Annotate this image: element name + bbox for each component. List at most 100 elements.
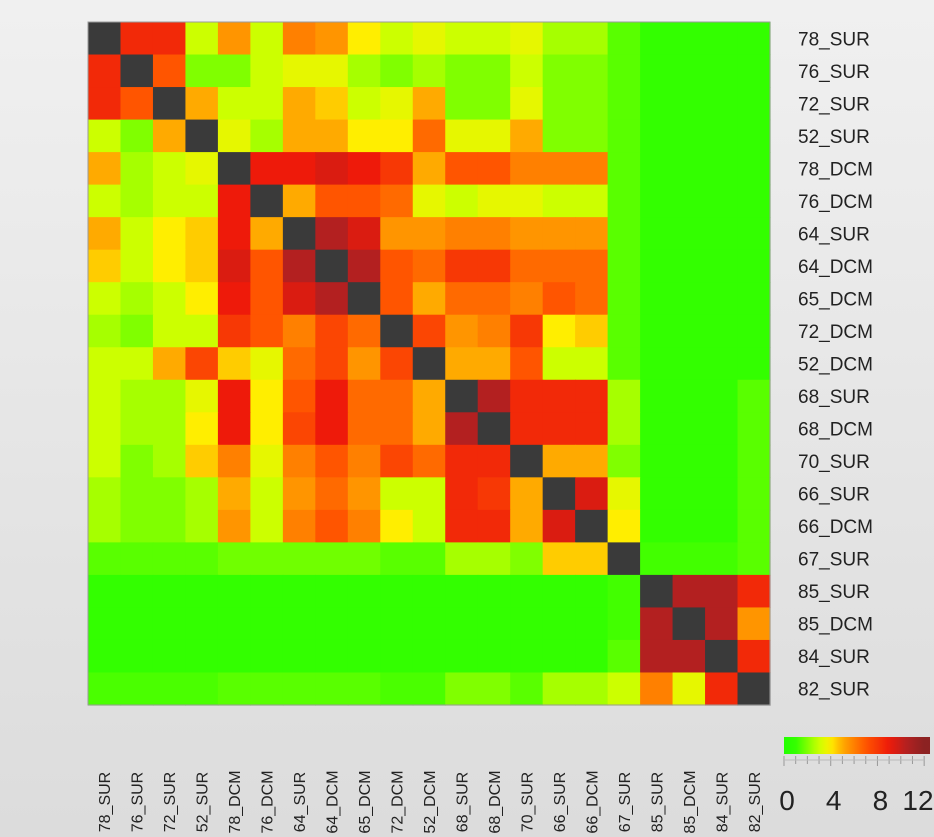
- heatmap-cell-68_DCM-70_SUR: [510, 412, 544, 446]
- row-label: 70_SUR: [798, 452, 870, 473]
- heatmap-cell-68_DCM-68_SUR: [445, 412, 479, 446]
- heatmap-cell-84_SUR-85_SUR: [640, 639, 674, 674]
- heatmap-cell-67_SUR-85_SUR: [640, 542, 674, 576]
- heatmap-cell-52_SUR-78_SUR: [88, 119, 122, 153]
- heatmap-cell-68_DCM-78_DCM: [217, 412, 251, 446]
- heatmap-cell-52_SUR-68_SUR: [445, 119, 479, 153]
- heatmap-cell-64_DCM-68_SUR: [445, 249, 479, 283]
- heatmap-cell-85_SUR-76_SUR: [120, 574, 154, 609]
- heatmap-cell-84_SUR-70_SUR: [510, 639, 544, 674]
- heatmap-cell-78_DCM-76_SUR: [120, 152, 154, 186]
- heatmap-cell-65_DCM-85_SUR: [640, 282, 674, 316]
- column-label: 78_DCM: [227, 770, 244, 833]
- heatmap-cell-78_SUR-82_SUR: [737, 22, 771, 56]
- heatmap-cell-85_DCM-64_SUR: [282, 607, 316, 641]
- heatmap-cell-67_SUR-76_DCM: [250, 542, 284, 576]
- heatmap-cell-76_SUR-78_SUR: [88, 54, 122, 88]
- heatmap-cell-76_SUR-72_DCM: [380, 54, 414, 88]
- heatmap-cell-78_SUR-68_SUR: [445, 22, 479, 56]
- heatmap-cell-85_SUR-68_DCM: [477, 574, 511, 609]
- heatmap-cell-76_DCM-67_SUR: [607, 184, 641, 218]
- heatmap-cell-52_SUR-67_SUR: [607, 119, 641, 153]
- heatmap-cell-70_SUR-65_DCM: [347, 444, 381, 478]
- heatmap-cell-66_DCM-64_SUR: [282, 509, 316, 543]
- heatmap-cell-68_SUR-52_SUR: [185, 379, 219, 413]
- heatmap-cell-82_SUR-72_DCM: [380, 672, 414, 706]
- heatmap-cell-65_DCM-76_DCM: [250, 282, 284, 316]
- heatmap-cell-85_SUR-84_SUR: [705, 574, 739, 609]
- heatmap-cell-70_SUR-78_SUR: [88, 444, 122, 478]
- heatmap-cell-78_DCM-52_DCM: [412, 152, 446, 186]
- heatmap-cell-65_DCM-64_DCM: [315, 282, 349, 316]
- heatmap-cell-65_DCM-82_SUR: [737, 282, 771, 316]
- colorbar-tick-label: 4: [826, 785, 842, 816]
- heatmap-cell-72_SUR-85_SUR: [640, 87, 674, 121]
- heatmap-cell-84_SUR-76_SUR: [120, 639, 154, 674]
- heatmap-cell-82_SUR-52_SUR: [185, 672, 219, 706]
- heatmap-cell-66_SUR-85_DCM: [672, 477, 706, 511]
- heatmap-cell-72_SUR-65_DCM: [347, 87, 381, 121]
- heatmap-cell-66_DCM-85_SUR: [640, 509, 674, 543]
- row-label: 64_DCM: [798, 257, 873, 278]
- colorbar-gradient: [784, 737, 930, 754]
- heatmap-cell-64_DCM-72_DCM: [380, 249, 414, 283]
- heatmap-cell-72_SUR-72_SUR: [152, 87, 187, 121]
- heatmap-cell-52_DCM-68_DCM: [477, 347, 511, 381]
- heatmap-cell-76_DCM-76_DCM: [250, 184, 284, 218]
- heatmap-cell-65_DCM-78_DCM: [217, 282, 251, 316]
- heatmap-cell-76_SUR-64_DCM: [315, 54, 349, 88]
- column-label: 68_DCM: [487, 770, 504, 833]
- heatmap-cell-68_DCM-82_SUR: [737, 412, 771, 446]
- heatmap-cell-66_DCM-70_SUR: [510, 509, 544, 543]
- heatmap-cell-72_SUR-70_SUR: [510, 87, 544, 121]
- heatmap-cell-64_SUR-64_SUR: [282, 217, 316, 251]
- heatmap-cell-76_SUR-66_DCM: [575, 54, 609, 88]
- heatmap-cell-67_SUR-85_DCM: [672, 542, 706, 576]
- heatmap-cell-67_SUR-67_SUR: [607, 542, 641, 576]
- heatmap-cell-68_SUR-85_DCM: [672, 379, 706, 413]
- heatmap-cell-70_SUR-76_SUR: [120, 444, 154, 478]
- heatmap-cell-66_SUR-72_DCM: [380, 477, 414, 511]
- heatmap-cell-52_DCM-78_SUR: [88, 347, 122, 381]
- heatmap-cell-76_DCM-72_SUR: [152, 184, 187, 218]
- heatmap-cell-82_SUR-84_SUR: [705, 672, 739, 706]
- column-label: 65_DCM: [357, 770, 374, 833]
- heatmap-cell-68_DCM-66_SUR: [542, 412, 576, 446]
- heatmap-cell-78_SUR-85_SUR: [640, 22, 674, 56]
- heatmap-cell-66_SUR-72_SUR: [152, 477, 187, 511]
- heatmap-cell-52_DCM-76_SUR: [120, 347, 154, 381]
- heatmap-cell-65_DCM-52_DCM: [412, 282, 446, 316]
- heatmap-cell-85_DCM-68_SUR: [445, 607, 479, 641]
- heatmap-cell-82_SUR-52_DCM: [412, 672, 446, 706]
- heatmap-cell-82_SUR-68_DCM: [477, 672, 511, 706]
- heatmap-cell-67_SUR-68_DCM: [477, 542, 511, 576]
- heatmap-cell-84_SUR-76_DCM: [250, 639, 284, 674]
- heatmap-cell-66_SUR-84_SUR: [705, 477, 739, 511]
- heatmap-cell-72_SUR-82_SUR: [737, 87, 771, 121]
- column-label: 85_DCM: [682, 770, 699, 833]
- heatmap-cell-78_DCM-66_SUR: [542, 152, 576, 186]
- heatmap-cell-84_SUR-72_DCM: [380, 639, 414, 674]
- heatmap-cell-65_DCM-66_SUR: [542, 282, 576, 316]
- heatmap-cell-66_SUR-52_DCM: [412, 477, 446, 511]
- heatmap-cell-84_SUR-67_SUR: [607, 639, 641, 674]
- heatmap-cell-85_SUR-76_DCM: [250, 574, 284, 609]
- colorbar-tick-label: 12: [902, 785, 933, 816]
- heatmap-cell-78_DCM-64_DCM: [315, 152, 349, 186]
- heatmap-cell-70_SUR-66_SUR: [542, 444, 576, 478]
- heatmap-cell-70_SUR-52_DCM: [412, 444, 446, 478]
- column-label: 70_SUR: [519, 772, 536, 832]
- heatmap-cell-66_SUR-66_DCM: [575, 477, 609, 511]
- heatmap-cell-78_DCM-82_SUR: [737, 152, 771, 186]
- heatmap-cell-76_DCM-78_SUR: [88, 184, 122, 218]
- heatmap-cell-66_SUR-68_SUR: [445, 477, 479, 511]
- heatmap-cell-72_SUR-64_DCM: [315, 87, 349, 121]
- heatmap-cell-72_DCM-78_DCM: [217, 314, 251, 348]
- heatmap-cell-76_DCM-84_SUR: [705, 184, 739, 218]
- heatmap-cell-84_SUR-78_DCM: [217, 639, 251, 674]
- heatmap-cell-52_DCM-82_SUR: [737, 347, 771, 381]
- heatmap-cell-78_SUR-85_DCM: [672, 22, 706, 56]
- heatmap-cell-85_DCM-85_DCM: [672, 607, 706, 641]
- heatmap-cell-78_SUR-52_SUR: [185, 22, 219, 56]
- heatmap-cell-85_SUR-78_SUR: [88, 574, 122, 609]
